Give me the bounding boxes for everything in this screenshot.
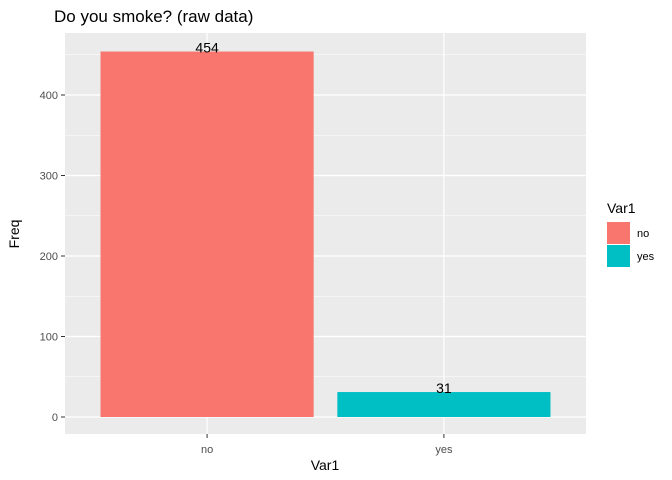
y-tick-label: 0 (52, 412, 58, 424)
legend-swatch-no (607, 222, 630, 244)
y-axis-ticks: 0 100 200 300 400 (40, 90, 65, 424)
bar-value-label: 454 (195, 40, 219, 56)
y-axis-title: Freq (6, 220, 22, 249)
bar-yes (337, 392, 551, 417)
y-tick-label: 300 (40, 171, 58, 183)
y-tick-label: 400 (40, 90, 58, 102)
y-tick-label: 100 (40, 332, 58, 344)
x-tick-label: no (201, 444, 213, 456)
legend-label: yes (637, 251, 655, 263)
legend-label: no (637, 228, 649, 240)
x-axis-title: Var1 (311, 457, 340, 473)
chart-title: Do you smoke? (raw data) (54, 7, 253, 26)
y-tick-label: 200 (40, 251, 58, 263)
x-tick-label: yes (435, 444, 453, 456)
legend-items: no yes (607, 222, 655, 267)
bar-no (100, 51, 314, 417)
x-axis-ticks: no yes (201, 434, 453, 456)
legend-swatch-yes (607, 245, 630, 267)
bar-value-label: 31 (436, 380, 452, 396)
bars (100, 51, 551, 417)
bar-labels: 454 31 (195, 40, 451, 397)
legend-title: Var1 (607, 200, 636, 216)
legend: Var1 no yes (607, 200, 655, 267)
